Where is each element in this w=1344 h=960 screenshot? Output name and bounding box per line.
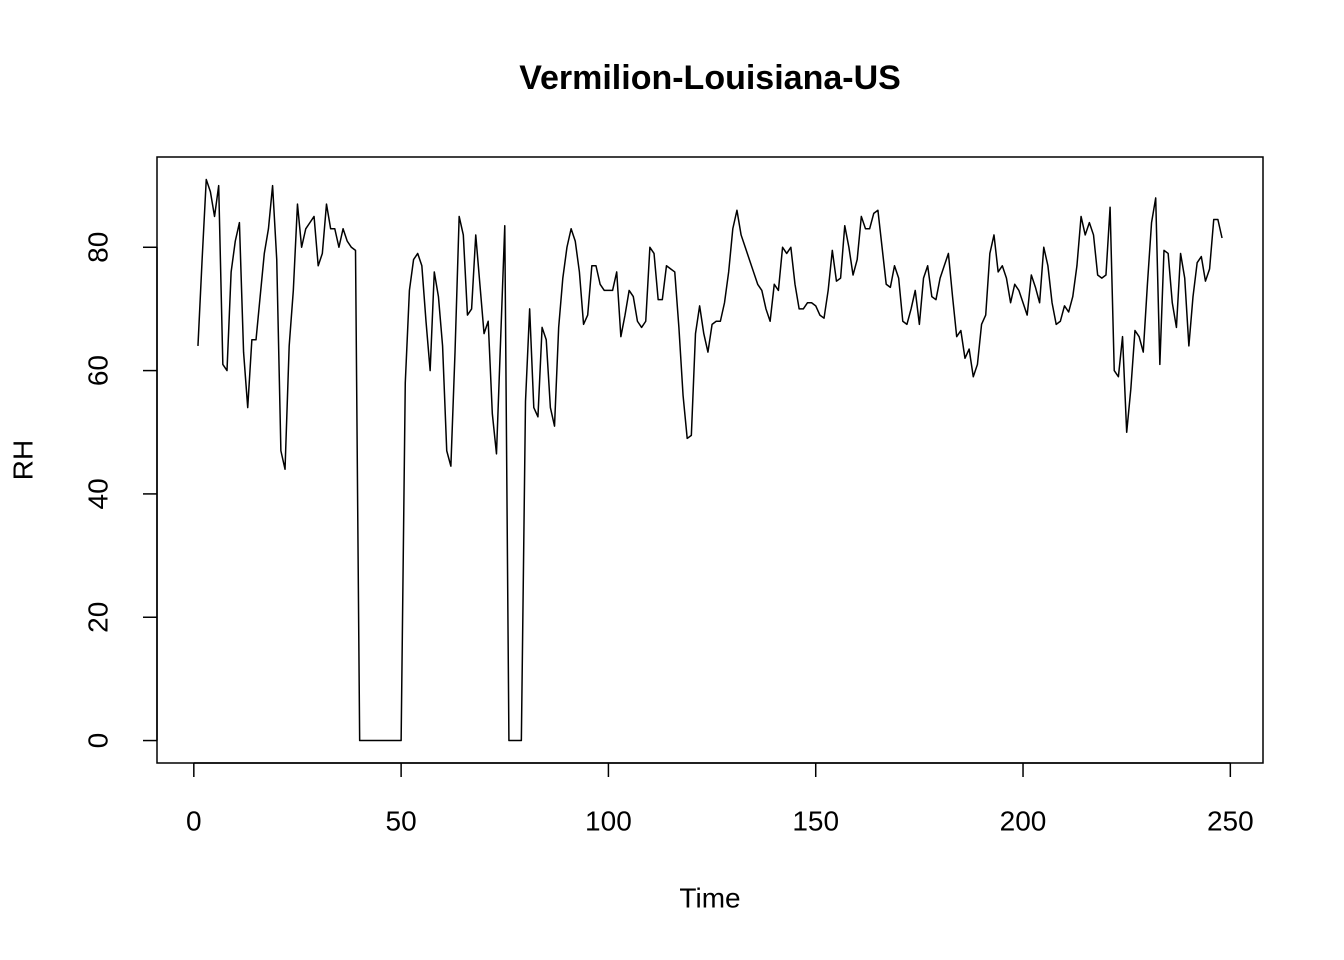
x-tick-label: 100 — [585, 805, 632, 836]
y-tick-label: 80 — [82, 232, 113, 263]
y-tick-label: 60 — [82, 355, 113, 386]
y-axis-label: RH — [7, 440, 38, 480]
rh-line — [197, 178, 1223, 742]
x-tick-label: 200 — [1000, 805, 1047, 836]
x-tick-label: 50 — [386, 805, 417, 836]
y-tick-label: 0 — [82, 733, 113, 749]
x-tick-label: 250 — [1207, 805, 1254, 836]
chart-title: Vermilion-Louisiana-US — [519, 59, 901, 97]
y-tick-label: 20 — [82, 602, 113, 633]
x-tick-label: 0 — [186, 805, 202, 836]
x-tick-label: 150 — [792, 805, 839, 836]
x-axis-label: Time — [679, 882, 740, 913]
y-tick-label: 40 — [82, 478, 113, 509]
